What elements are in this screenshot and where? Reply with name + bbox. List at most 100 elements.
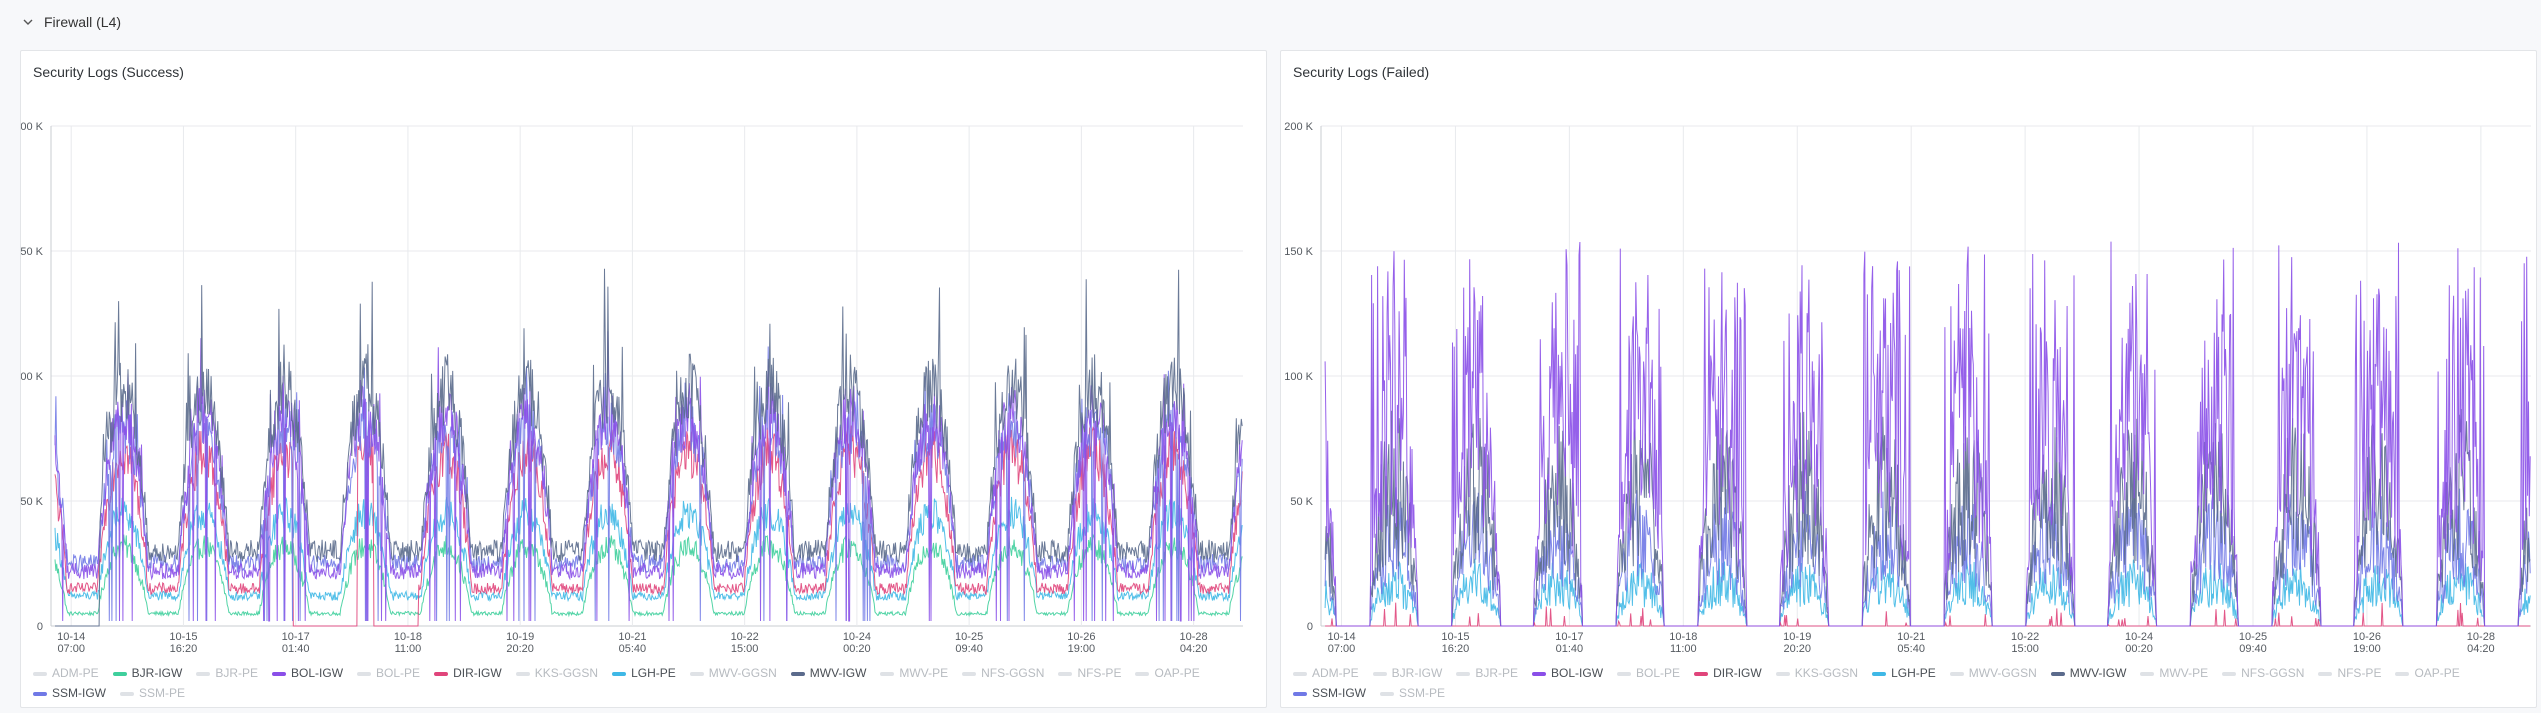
legend-label: MWV-GGSN [708, 666, 777, 680]
legend-item-bjr-igw[interactable]: BJR-IGW [112, 666, 182, 681]
x-tick-label: 10-21 05:40 [1897, 631, 1925, 655]
x-tick-label: 10-19 20:20 [1783, 631, 1811, 655]
legend-swatch [1617, 671, 1632, 676]
y-tick-label: 200 K [1284, 121, 1313, 133]
legend-item-ssm-igw[interactable]: SSM-IGW [33, 686, 106, 701]
x-tick-label: 10-17 01:40 [282, 631, 310, 655]
x-tick-label: 10-28 04:20 [2467, 631, 2495, 655]
legend-swatch [1380, 691, 1394, 696]
x-tick-label: 10-25 09:40 [2239, 631, 2267, 655]
panel-security-logs-failed: Security Logs (Failed) 0 50 K 100 K 150 K 20… [1280, 50, 2537, 708]
legend-swatch [33, 671, 47, 676]
legend-item-kks-ggsn[interactable]: KKS-GGSN [515, 666, 598, 681]
legend-item-lgh-pe[interactable]: LGH-PE [612, 666, 676, 681]
legend-item-nfs-ggsn[interactable]: NFS-GGSN [962, 666, 1044, 681]
x-tick-label: 10-14 07:00 [1327, 631, 1355, 655]
legend-item-oap-pe[interactable]: OAP-PE [1135, 666, 1200, 681]
legend-label: NFS-PE [2337, 666, 2382, 680]
legend-label: SSM-IGW [52, 686, 106, 700]
legend-item-oap-pe[interactable]: OAP-PE [2395, 666, 2460, 681]
legend-item-mwv-ggsn[interactable]: MWV-GGSN [1949, 666, 2037, 681]
legend-label: OAP-PE [1154, 666, 1200, 680]
legend-swatch [112, 671, 127, 676]
legend-label: BOL-PE [1636, 666, 1681, 680]
legend-swatch [2050, 671, 2065, 676]
series-line-dir-igw [54, 425, 1243, 627]
legend-item-bol-pe[interactable]: BOL-PE [357, 666, 420, 681]
legend-item-nfs-ggsn[interactable]: NFS-GGSN [2222, 666, 2304, 681]
y-tick-label: 150 K [21, 246, 44, 258]
legend-item-dir-igw[interactable]: DIR-IGW [434, 666, 502, 681]
x-tick-label: 10-22 15:00 [2011, 631, 2039, 655]
series-line-mwv-igw [55, 268, 1243, 627]
x-tick-label: 10-26 19:00 [1067, 631, 1095, 655]
legend-item-ssm-igw[interactable]: SSM-IGW [1293, 686, 1366, 701]
legend-item-lgh-pe[interactable]: LGH-PE [1872, 666, 1936, 681]
legend-label: DIR-IGW [453, 666, 502, 680]
legend-swatch [33, 691, 47, 696]
legend-label: ADM-PE [1312, 666, 1359, 680]
legend-swatch [1872, 671, 1887, 676]
series-line-bol-igw [54, 331, 1243, 622]
series-line-mwv-igw [1324, 408, 2531, 627]
x-tick-label: 10-28 04:20 [1180, 631, 1208, 655]
legend-item-bjr-pe[interactable]: BJR-PE [196, 666, 258, 681]
legend-item-mwv-igw[interactable]: MWV-IGW [2050, 666, 2126, 681]
chart-security-logs-failed: 0 50 K 100 K 150 K 200 K 10-14 07:00 10-15 16:20… [1284, 121, 2531, 655]
y-tick-label: 150 K [1284, 246, 1313, 258]
series-line-ssm-igw [54, 346, 1243, 622]
legend-label: NFS-GGSN [981, 666, 1045, 680]
legend-label: NFS-GGSN [2241, 666, 2305, 680]
legend-swatch [1532, 671, 1547, 676]
legend-item-mwv-pe[interactable]: MWV-PE [880, 666, 948, 681]
legend-item-mwv-pe[interactable]: MWV-PE [2140, 666, 2208, 681]
legend-item-bol-igw[interactable]: BOL-IGW [1532, 666, 1603, 681]
legend-swatch [357, 671, 372, 676]
legend-swatch [689, 671, 704, 676]
legend-swatch [2395, 671, 2410, 676]
legend-item-bol-igw[interactable]: BOL-IGW [272, 666, 343, 681]
legend-label: MWV-PE [2159, 666, 2209, 680]
panel-title: Security Logs (Success) [33, 64, 184, 80]
legend-swatch [1058, 671, 1073, 676]
legend-item-bjr-pe[interactable]: BJR-PE [1456, 666, 1518, 681]
legend-label: ADM-PE [52, 666, 99, 680]
series-line-lgh-pe [54, 496, 1243, 603]
legend-item-bol-pe[interactable]: BOL-PE [1617, 666, 1680, 681]
legend-item-bjr-igw[interactable]: BJR-IGW [1372, 666, 1442, 681]
legend-label: BOL-IGW [291, 666, 344, 680]
legend-item-nfs-pe[interactable]: NFS-PE [2318, 666, 2381, 681]
y-tick-label: 0 [1307, 621, 1313, 633]
legend-item-adm-pe[interactable]: ADM-PE [1293, 666, 1359, 681]
panel-security-logs-success: Security Logs (Success) 0 50 K 100 K 150 K 2… [20, 50, 1267, 708]
legend-swatch [1372, 671, 1387, 676]
legend-swatch [962, 671, 977, 676]
legend-swatch [1293, 691, 1307, 696]
legend-label: NFS-PE [1077, 666, 1122, 680]
legend-item-ssm-pe[interactable]: SSM-PE [120, 686, 185, 701]
y-tick-label: 100 K [21, 371, 44, 383]
legend-item-nfs-pe[interactable]: NFS-PE [1058, 666, 1121, 681]
x-tick-label: 10-18 11:00 [1669, 631, 1697, 655]
legend-item-mwv-igw[interactable]: MWV-IGW [790, 666, 867, 681]
x-tick-label: 10-15 16:20 [1441, 631, 1469, 655]
series-line-lgh-pe [1324, 557, 2531, 627]
y-tick-label: 200 K [21, 121, 44, 133]
section-header-firewall[interactable]: Firewall (L4) [20, 10, 121, 34]
x-tick-label: 10-17 01:40 [1555, 631, 1583, 655]
legend-swatch [1694, 671, 1709, 676]
legend-label: DIR-IGW [1713, 666, 1762, 680]
legend-item-dir-igw[interactable]: DIR-IGW [1694, 666, 1762, 681]
chevron-down-icon[interactable] [20, 14, 36, 30]
legend-item-ssm-pe[interactable]: SSM-PE [1380, 686, 1445, 701]
x-tick-label: 10-15 16:20 [169, 631, 197, 655]
legend-label: KKS-GGSN [1794, 666, 1859, 680]
legend-item-kks-ggsn[interactable]: KKS-GGSN [1775, 666, 1859, 681]
legend-item-adm-pe[interactable]: ADM-PE [33, 666, 99, 681]
y-tick-label: 0 [37, 621, 43, 633]
legend-label: MWV-IGW [809, 666, 867, 680]
x-tick-label: 10-25 09:40 [955, 631, 983, 655]
legend-label: BOL-IGW [1551, 666, 1604, 680]
legend-item-mwv-ggsn[interactable]: MWV-GGSN [689, 666, 777, 681]
legend-label: SSM-PE [139, 686, 186, 700]
